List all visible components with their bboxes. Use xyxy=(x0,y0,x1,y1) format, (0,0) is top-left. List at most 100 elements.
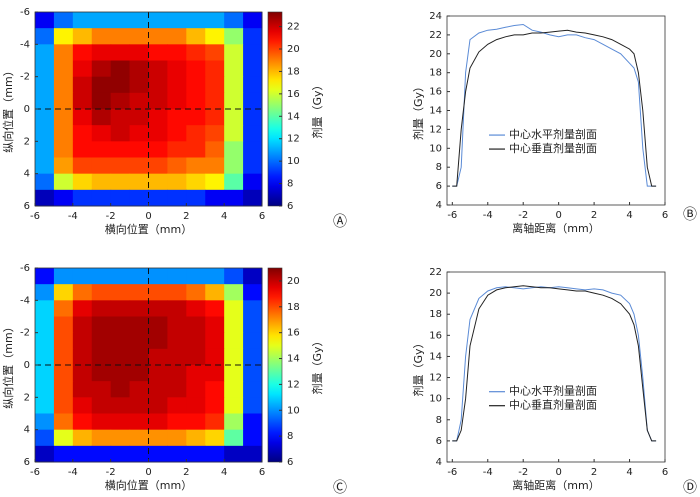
x-axis-label: 横向位置（mm） xyxy=(105,222,192,236)
x-tick-label: 4 xyxy=(221,211,227,222)
heat-cell xyxy=(186,445,206,463)
heat-cell xyxy=(205,445,225,463)
heat-cell xyxy=(186,125,206,142)
heat-cell xyxy=(53,92,74,110)
y-tick-label: 10 xyxy=(429,143,442,154)
heat-cell xyxy=(186,332,206,350)
heat-cell xyxy=(72,125,93,142)
heat-cell xyxy=(91,284,112,301)
heat-cell xyxy=(72,141,93,158)
y-tick-label: 4 xyxy=(436,457,442,468)
heat-cell xyxy=(72,365,93,382)
heat-cell xyxy=(148,381,168,398)
heat-cell xyxy=(53,157,74,175)
heat-cell xyxy=(35,413,55,431)
heat-cell xyxy=(91,125,112,142)
heat-cell xyxy=(167,445,187,463)
y-tick-label: 14 xyxy=(429,106,442,117)
heat-cell xyxy=(224,12,244,29)
heat-cell xyxy=(91,397,112,414)
heat-cell xyxy=(53,429,74,447)
heat-cell xyxy=(53,284,74,301)
x-tick-label: -6 xyxy=(447,467,457,478)
heat-cell xyxy=(167,157,187,175)
heat-cell xyxy=(167,397,187,414)
heat-cell xyxy=(186,429,206,447)
heat-cell xyxy=(205,76,225,94)
heat-cell xyxy=(224,316,244,334)
heat-cell xyxy=(110,365,131,382)
heat-cell xyxy=(129,141,149,158)
heat-cell xyxy=(91,316,112,334)
heat-cell xyxy=(53,44,74,61)
colorbar-tick-label: 12 xyxy=(287,379,300,390)
y-tick-label: 18 xyxy=(429,309,442,320)
heat-cell xyxy=(91,60,112,78)
colorbar-tick-label: 10 xyxy=(287,156,300,167)
heat-cell xyxy=(186,381,206,398)
heat-cell xyxy=(110,316,131,334)
heat-cell xyxy=(186,397,206,414)
heat-cell xyxy=(186,413,206,431)
heat-cell xyxy=(243,284,263,301)
heat-cell xyxy=(148,109,168,126)
x-axis-label: 离轴距离（mm） xyxy=(512,478,599,492)
heat-cell xyxy=(91,28,112,45)
heat-cell xyxy=(224,348,244,366)
heat-cell xyxy=(110,445,131,463)
legend-label: 中心水平剂量剖面 xyxy=(509,127,597,141)
heat-cell xyxy=(243,348,263,366)
heat-cell xyxy=(129,60,149,78)
heat-cell xyxy=(129,28,149,45)
heat-cell xyxy=(167,141,187,158)
heat-cell xyxy=(35,109,55,126)
heat-cell xyxy=(53,397,74,414)
heat-cell xyxy=(205,268,225,285)
y-tick-label: 22 xyxy=(429,267,442,278)
heat-cell xyxy=(35,44,55,61)
colorbar-tick-label: 22 xyxy=(287,22,300,33)
heat-cell xyxy=(243,300,263,317)
heat-cell xyxy=(186,44,206,61)
heat-cell xyxy=(243,365,263,382)
y-tick-label: 2 xyxy=(24,136,30,147)
heat-cell xyxy=(110,109,131,126)
x-tick-label: 0 xyxy=(555,210,561,221)
x-tick-label: 6 xyxy=(662,467,668,478)
x-tick-label: 2 xyxy=(591,210,597,221)
heat-cell xyxy=(167,60,187,78)
colorbar-tick-label: 20 xyxy=(287,276,300,287)
heat-cell xyxy=(148,365,168,382)
colorbar xyxy=(267,11,283,207)
heat-cell xyxy=(53,173,74,191)
heat-cell xyxy=(35,381,55,398)
heat-cell xyxy=(129,348,149,366)
heat-cell xyxy=(243,445,263,463)
heat-cell xyxy=(243,44,263,61)
heat-cell xyxy=(110,332,131,350)
heat-cell xyxy=(35,332,55,350)
heat-cell xyxy=(205,332,225,350)
heat-cell xyxy=(205,381,225,398)
legend-label: 中心水平剂量剖面 xyxy=(509,384,597,398)
heat-cell xyxy=(129,76,149,94)
heat-cell xyxy=(205,365,225,382)
heat-cell xyxy=(205,141,225,158)
heat-cell xyxy=(129,365,149,382)
heat-cell xyxy=(110,60,131,78)
heat-cell xyxy=(72,76,93,94)
heat-cell xyxy=(205,429,225,447)
heat-cell xyxy=(167,429,187,447)
heat-cell xyxy=(148,141,168,158)
y-axis-label: 纵向位置（mm） xyxy=(1,65,15,152)
heat-cell xyxy=(148,12,168,29)
y-tick-label: 18 xyxy=(429,68,442,79)
heat-cell xyxy=(129,189,149,207)
heat-cell xyxy=(186,157,206,175)
y-tick-label: 14 xyxy=(429,351,442,362)
x-tick-label: 2 xyxy=(183,211,189,222)
heat-cell xyxy=(148,189,168,207)
heat-cell xyxy=(167,28,187,45)
heat-cell xyxy=(53,268,74,285)
